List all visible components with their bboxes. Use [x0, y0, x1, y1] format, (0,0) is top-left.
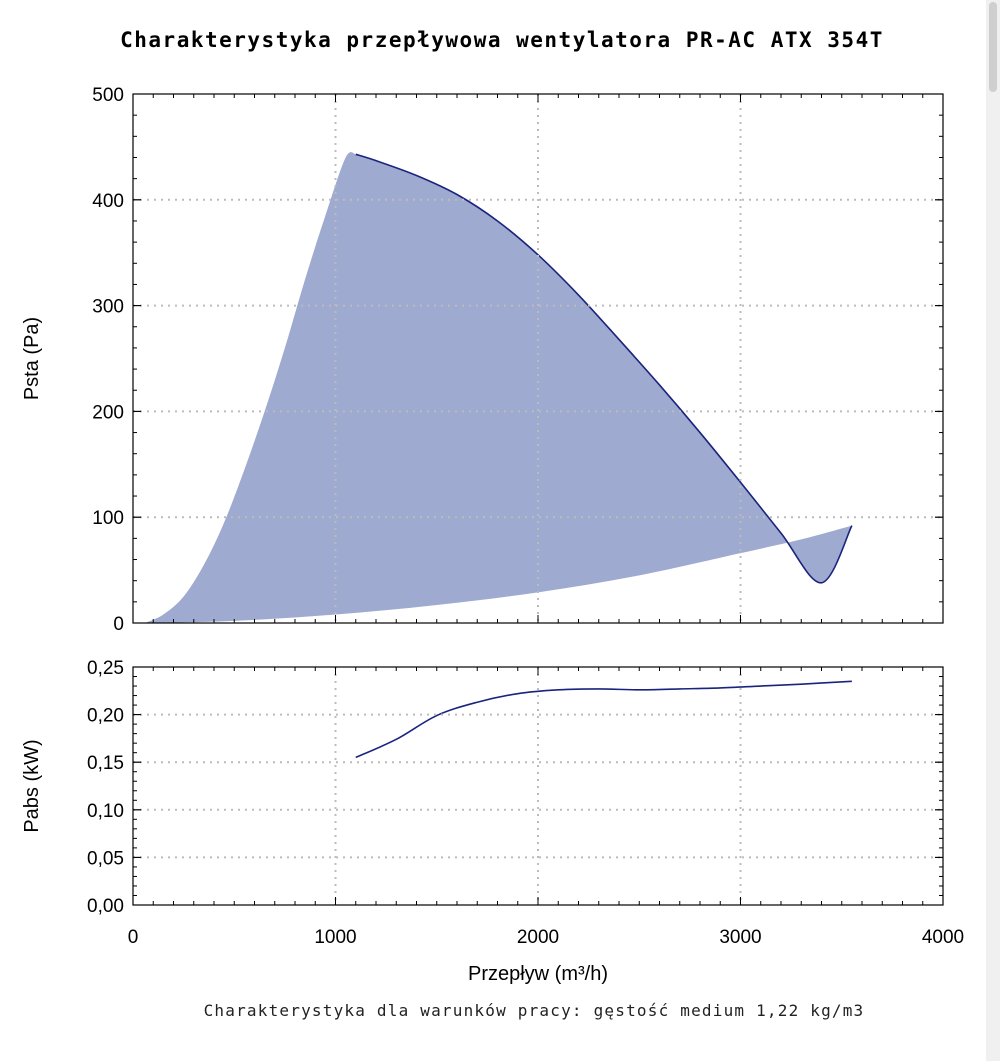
x-tick-label: 1000 — [314, 927, 356, 948]
y-axis-label: Psta (Pa) — [21, 317, 43, 400]
y-tick-label: 0,15 — [87, 753, 124, 774]
y-tick-label: 0,25 — [87, 658, 124, 679]
y-tick-label: 0,00 — [87, 896, 124, 917]
y-tick-label: 0,05 — [87, 848, 124, 869]
y-tick-label: 400 — [92, 191, 124, 212]
x-tick-label: 2000 — [517, 927, 559, 948]
power-curve — [355, 680, 852, 759]
conditions-note: Charakterystyka dla warunków pracy: gęst… — [204, 1001, 865, 1020]
y-tick-label: 200 — [92, 402, 124, 423]
x-tick-label: 0 — [128, 927, 139, 948]
pressure-panel: 0 100 200 300 400 500 Psta (Pa) — [21, 85, 944, 635]
power-panel: 0,00 0,05 0,10 0,15 0,20 0,25 0 1000 2000 3000 400… — [21, 658, 964, 985]
operating-area — [145, 152, 852, 623]
scrollbar-track[interactable] — [986, 0, 1000, 1061]
y-tick-label: 0,10 — [87, 801, 124, 822]
y-tick-label: 100 — [92, 508, 124, 529]
max-pressure-curve — [355, 153, 853, 584]
chart-title: Charakterystyka przepływowa wentylatora … — [120, 28, 884, 52]
y-tick-label: 300 — [92, 297, 124, 318]
y-tick-label: 0 — [113, 614, 124, 635]
scrollbar-thumb[interactable] — [989, 2, 997, 92]
y-axis-label: Pabs (kW) — [21, 739, 43, 832]
x-tick-label: 4000 — [922, 927, 964, 948]
y-tick-label: 500 — [92, 85, 124, 106]
y-tick-label: 0,20 — [87, 706, 124, 727]
x-axis-label: Przepływ (m³/h) — [468, 963, 608, 985]
x-tick-label: 3000 — [719, 927, 761, 948]
